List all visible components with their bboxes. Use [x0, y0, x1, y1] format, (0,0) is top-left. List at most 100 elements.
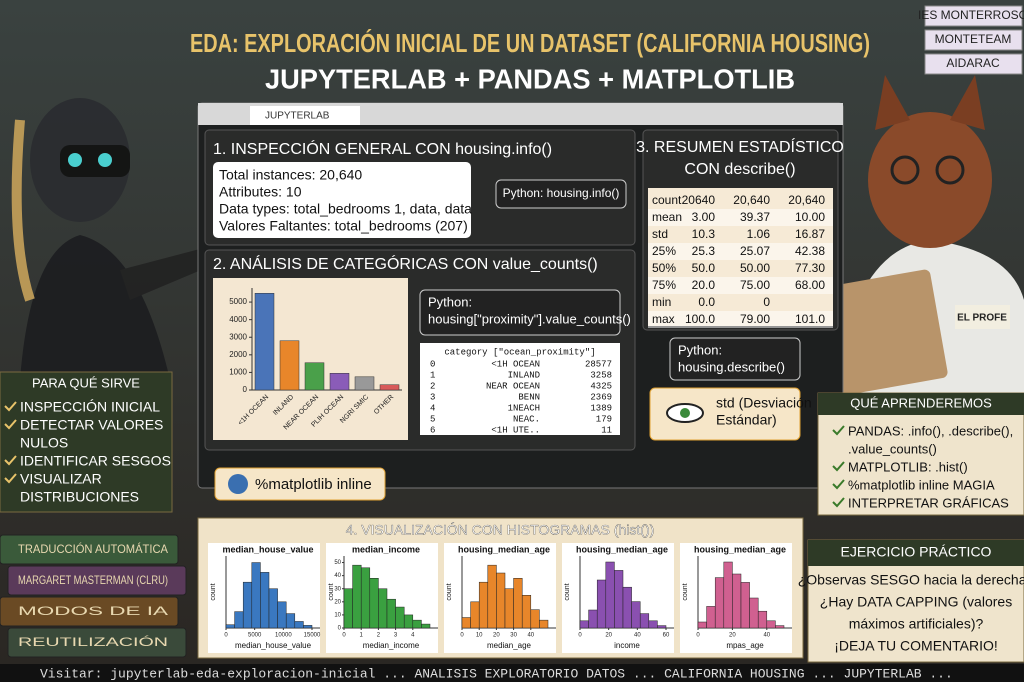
chart-title: median_income [352, 544, 420, 554]
table-cell: 0.0 [698, 295, 715, 309]
tab-label[interactable]: JUPYTERLAB [265, 111, 330, 122]
output-cell: 11 [601, 425, 612, 435]
code: housing.describe() [678, 359, 785, 374]
histogram-bar [277, 601, 287, 629]
note-box [649, 387, 801, 441]
x-tick-label: 10000 [275, 633, 292, 639]
histogram-bar [723, 561, 733, 629]
list-item: INTERPRETAR GRÁFICAS [848, 495, 1009, 510]
book-label: TRADUCCIÓN AUTOMÁTICA [18, 541, 168, 556]
book [0, 534, 179, 565]
output-cell: 5 [430, 414, 435, 424]
check [4, 455, 17, 466]
panel-title: EJERCICIO PRÁCTICO [841, 544, 992, 560]
x-label: median_house_value [235, 641, 312, 650]
output-cell: 179 [596, 414, 612, 424]
title: EDA: EXPLORACIÓN INICIAL DE UN DATASET (… [190, 28, 870, 58]
badge-label: MONTETEAM [935, 32, 1012, 46]
x-tick-label: 60 [663, 633, 670, 639]
magic-box[interactable] [214, 467, 386, 501]
table-cell: 79.00 [740, 312, 770, 326]
section-title: 2. ANÁLISIS DE CATEGÓRICAS CON value_cou… [213, 254, 598, 273]
table-cell: 20640 [682, 193, 716, 207]
output-cell: 4325 [590, 381, 612, 391]
check [4, 419, 17, 430]
histogram-bar [530, 609, 540, 629]
histogram-bar [343, 588, 353, 629]
table-cell: 100.0 [685, 312, 715, 326]
histogram-bar [386, 598, 396, 629]
table-cell: 68.00 [795, 278, 825, 292]
output-cell: 6 [430, 425, 435, 435]
book [7, 565, 187, 596]
book [7, 627, 187, 658]
table-cell: count [652, 193, 682, 207]
y-tick-label: 3000 [229, 332, 247, 341]
histogram-bar [697, 621, 707, 629]
y-label: count [328, 583, 335, 600]
histogram-bar [757, 610, 768, 629]
bar [304, 362, 325, 391]
histogram-bar [596, 579, 607, 629]
info-line: Total instances: 20,640 [219, 167, 362, 183]
table-cell: 3.00 [692, 210, 716, 224]
y-tick-label: 2000 [229, 350, 247, 359]
x-label: median_age [487, 641, 532, 650]
histogram-bar [775, 625, 785, 629]
info-line: Valores Faltantes: total_bedrooms (207) [219, 218, 468, 234]
y-tick-label: 30 [334, 586, 341, 592]
histogram-bar [639, 613, 650, 629]
x-tick-label: 5000 [248, 633, 262, 639]
panel-title: QUÉ APRENDEREMOS [850, 395, 992, 410]
output-cell: NEAR OCEAN [486, 381, 540, 391]
code: Python: housing.info() [503, 186, 620, 200]
table-cell: 77.30 [795, 261, 825, 275]
output-cell: 0 [430, 359, 435, 369]
chart-title: housing_median_age [576, 544, 668, 554]
list-item: DETECTAR VALORES [20, 417, 163, 433]
y-tick-label: 5000 [229, 297, 247, 306]
list-item: NULOS [20, 435, 68, 451]
check [4, 473, 17, 484]
bar [354, 376, 375, 391]
histogram-bar [740, 582, 750, 629]
table-cell: 1.06 [747, 227, 771, 241]
list-item: DISTRIBUCIONES [20, 489, 139, 505]
histogram-bar [294, 621, 304, 629]
x-tick-label: 40 [527, 633, 534, 639]
y-tick-label: 4000 [229, 315, 247, 324]
table-cell: 50.00 [740, 261, 770, 275]
robot-woman [11, 98, 220, 380]
histogram-bar [461, 617, 471, 629]
x-label: median_income [363, 641, 420, 650]
tab[interactable] [250, 106, 360, 125]
histogram-bar [706, 606, 716, 629]
x-tick-label: 15000 [304, 633, 321, 639]
histogram-bar [285, 613, 296, 629]
y-tick-label: 40 [334, 573, 341, 579]
badge [924, 29, 1023, 51]
y-tick-label: 20 [334, 599, 341, 605]
table-cell: 16.87 [795, 227, 825, 241]
x-label: mpas_age [726, 641, 764, 650]
check [832, 479, 845, 490]
list-item: .value_counts() [848, 441, 937, 456]
bar [329, 373, 350, 391]
table-cell: 20,640 [788, 193, 825, 207]
panel-title-bg [808, 540, 1024, 566]
histogram-bar [268, 588, 278, 629]
x-tick-label: 0 [578, 633, 582, 639]
table-cell: 50% [652, 261, 676, 275]
badge-label: AIDARAC [946, 56, 1000, 70]
x-tick-label: 0 [696, 633, 700, 639]
y-tick-label: 1000 [229, 368, 247, 377]
chart-title: housing_median_age [458, 544, 550, 554]
x-tick-label: 1 [360, 633, 364, 639]
table-cell: 0 [763, 295, 770, 309]
y-tick-label: 0 [338, 626, 342, 632]
table-cell: 25.07 [740, 244, 770, 258]
histogram-bar [360, 567, 371, 629]
note: std (Desviación [716, 395, 812, 411]
histogram-bar [714, 577, 725, 629]
histogram-bar [234, 611, 244, 629]
